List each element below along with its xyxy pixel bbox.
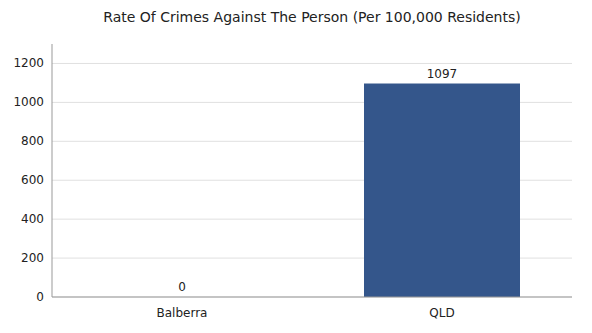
y-tick-label: 1000 [13, 95, 44, 109]
x-tick-label: Balberra [157, 306, 208, 320]
y-tick-label: 600 [21, 173, 44, 187]
data-label: 1097 [427, 67, 458, 81]
y-tick-label: 800 [21, 134, 44, 148]
bars [364, 84, 520, 297]
grid [52, 63, 572, 297]
grid-line [52, 297, 572, 298]
title: Rate Of Crimes Against The Person (Per 1… [103, 9, 520, 25]
chart-container: Rate Of Crimes Against The Person (Per 1… [0, 0, 592, 333]
x-tick-label: QLD [429, 306, 454, 320]
bar [364, 84, 520, 297]
y-tick-label: 1200 [13, 56, 44, 70]
y-tick-label: 0 [36, 290, 44, 304]
grid-line [52, 63, 572, 64]
y-tick-label: 200 [21, 251, 44, 265]
x-axis-line [52, 297, 572, 298]
data-label: 0 [178, 280, 186, 294]
y-tick-label: 400 [21, 212, 44, 226]
chart-svg: Rate Of Crimes Against The Person (Per 1… [0, 0, 592, 333]
y-axis-line [52, 44, 53, 297]
